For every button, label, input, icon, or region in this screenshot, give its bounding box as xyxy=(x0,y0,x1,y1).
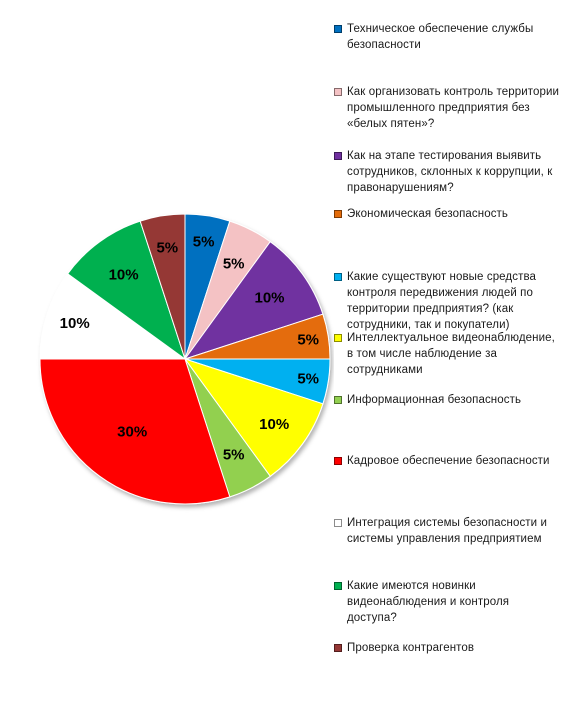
legend-item-2: Как организовать контроль территории про… xyxy=(334,84,562,132)
legend-label: Техническое обеспечение службы безопасно… xyxy=(347,23,534,51)
legend-label: Информационная безопасность xyxy=(347,394,522,406)
slice-label-3: 10% xyxy=(254,290,284,307)
slice-label-9: 10% xyxy=(60,315,90,332)
legend-label: Проверка контрагентов xyxy=(347,642,475,654)
legend-swatch xyxy=(334,644,342,652)
slice-label-10: 10% xyxy=(109,267,139,284)
legend-item-7: Информационная безопасность xyxy=(334,392,562,408)
legend-label: Кадровое обеспечение безопасности xyxy=(347,455,550,467)
slice-label-11: 5% xyxy=(156,239,178,256)
pie-slice-6 xyxy=(183,358,324,478)
legend-swatch xyxy=(334,25,342,33)
legend-swatch xyxy=(334,519,342,527)
legend-swatch xyxy=(334,210,342,218)
slice-label-7: 5% xyxy=(223,447,245,464)
legend-label: Какие существуют новые средства контроля… xyxy=(347,271,537,331)
pie-slice-11 xyxy=(139,213,186,360)
pie-slice-8 xyxy=(39,358,231,505)
legend-item-11: Проверка контрагентов xyxy=(334,640,562,656)
legend-swatch xyxy=(334,396,342,404)
legend-item-4: Экономическая безопасность xyxy=(334,206,562,222)
legend-item-5: Какие существуют новые средства контроля… xyxy=(334,269,562,333)
slice-label-4: 5% xyxy=(297,332,319,349)
legend-label: Как на этапе тестирования выявить сотруд… xyxy=(347,150,553,194)
chart-legend: Техническое обеспечение службы безопасно… xyxy=(334,0,564,723)
pie-chart: 5% 5% 10% 5% 5% 10% 5% 30% 10% 10% 5% xyxy=(39,213,331,505)
legend-item-1: Техническое обеспечение службы безопасно… xyxy=(334,21,562,53)
pie-slice-3 xyxy=(183,240,324,360)
slice-label-2: 5% xyxy=(223,255,245,272)
pie-slice-10 xyxy=(66,220,186,361)
legend-swatch xyxy=(334,88,342,96)
legend-item-10: Какие имеются новинки видеонаблюдения и … xyxy=(334,578,562,626)
legend-swatch xyxy=(334,582,342,590)
legend-item-6: Интеллектуальное видеонаблюдение, в том … xyxy=(334,330,562,378)
legend-label: Интеграция системы безопасности и систем… xyxy=(347,517,548,545)
pie-slice-9 xyxy=(39,273,187,360)
slice-label-1: 5% xyxy=(193,234,215,251)
legend-swatch xyxy=(334,273,342,281)
slice-label-8: 30% xyxy=(117,424,147,441)
legend-swatch xyxy=(334,457,342,465)
legend-swatch xyxy=(334,152,342,160)
legend-item-8: Кадровое обеспечение безопасности xyxy=(334,453,562,469)
legend-label: Какие имеются новинки видеонаблюдения и … xyxy=(347,580,510,624)
legend-item-9: Интеграция системы безопасности и систем… xyxy=(334,515,562,547)
legend-swatch xyxy=(334,334,342,342)
legend-label: Интеллектуальное видеонаблюдение, в том … xyxy=(347,332,555,376)
slice-label-5: 5% xyxy=(297,371,319,388)
legend-label: Экономическая безопасность xyxy=(347,208,509,220)
legend-item-3: Как на этапе тестирования выявить сотруд… xyxy=(334,148,562,196)
slice-label-6: 10% xyxy=(259,416,289,433)
legend-label: Как организовать контроль территории про… xyxy=(347,86,560,130)
